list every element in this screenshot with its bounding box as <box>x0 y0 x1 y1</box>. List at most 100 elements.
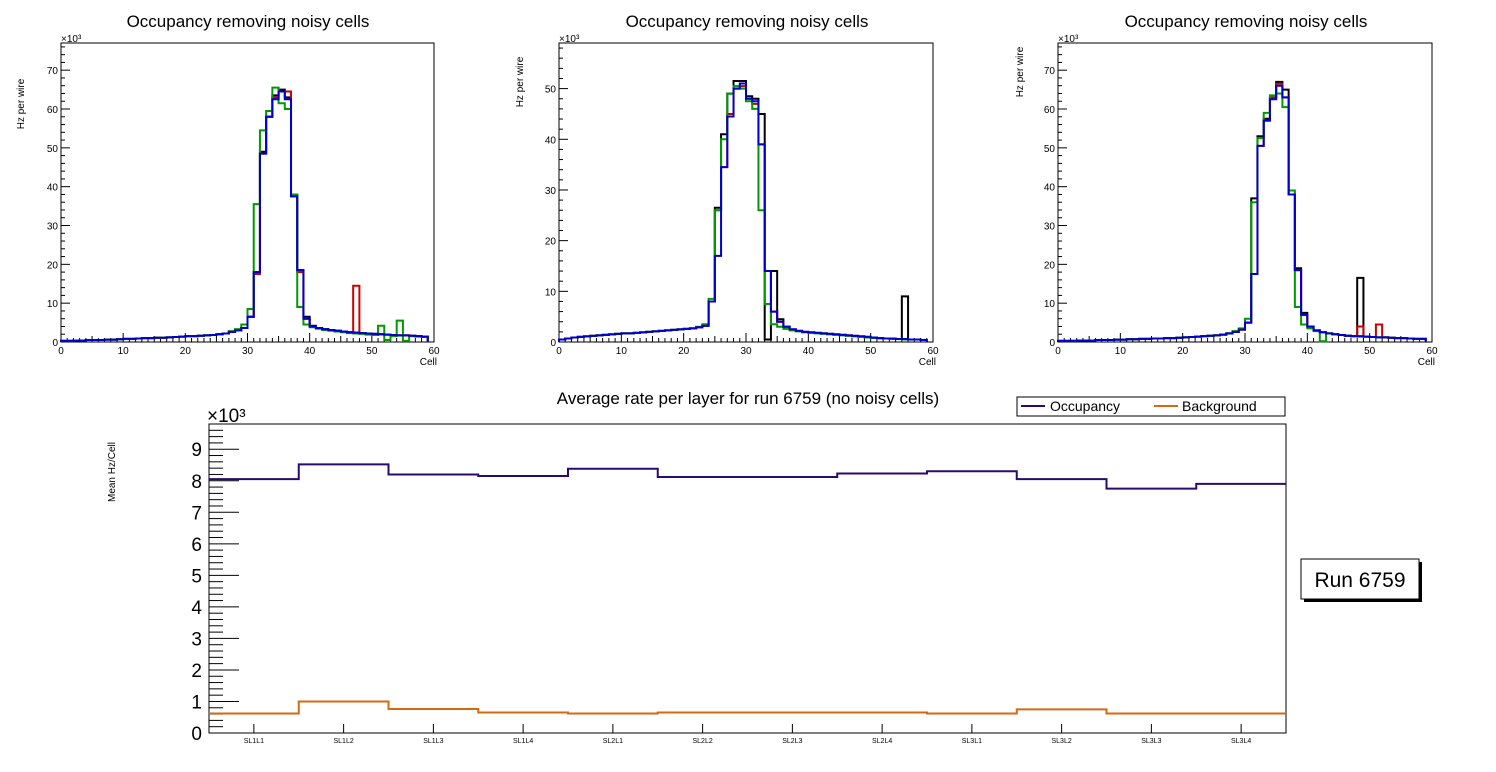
histogram-panel-1: Occupancy removing noisy cells Hz per wi… <box>16 12 440 368</box>
legend-label-background: Background <box>1182 398 1257 414</box>
histogram-series <box>60 86 429 342</box>
y-axis-label: Mean Hz/Cell <box>107 442 118 502</box>
x-tick-label: 10 <box>616 346 628 357</box>
x-tick-label: SL3L2 <box>1052 738 1072 745</box>
series-background <box>209 700 1286 715</box>
x-tick-label: 0 <box>556 346 562 357</box>
y-tick-label: 6 <box>191 535 202 556</box>
y-tick-label: 9 <box>191 440 202 461</box>
y-tick-label: 40 <box>1044 183 1056 194</box>
y-tick-label: 20 <box>1044 260 1056 271</box>
x-tick-label: 20 <box>180 346 192 357</box>
series-black <box>60 88 429 342</box>
series-occupancy <box>209 463 1286 490</box>
y-tick-label: 5 <box>191 566 202 587</box>
series-green <box>1057 92 1427 343</box>
series-blue <box>1057 84 1427 342</box>
x-tick-label: SL1L4 <box>513 738 533 745</box>
x-tick-label: SL2L2 <box>693 738 713 745</box>
series-red <box>60 90 429 342</box>
x-tick-label: 50 <box>865 346 877 357</box>
x-tick-label: 40 <box>304 346 316 357</box>
average-rate-panel: Average rate per layer for run 6759 (no … <box>107 389 1287 745</box>
run-label-box: Run 6759 <box>1300 558 1422 602</box>
y-tick-label: 50 <box>545 85 557 96</box>
chart-title: Average rate per layer for run 6759 (no … <box>557 389 939 408</box>
x-tick-label: SL2L3 <box>782 738 802 745</box>
x-tick-label: SL2L1 <box>603 738 623 745</box>
legend-label-occupancy: Occupancy <box>1050 398 1120 414</box>
x-tick-label: 60 <box>927 346 939 357</box>
series-green <box>558 85 928 342</box>
x-tick-label: 20 <box>678 346 690 357</box>
series-red <box>1057 82 1427 342</box>
series-blue <box>558 82 928 342</box>
rate-series <box>209 463 1286 715</box>
y-tick-label: 30 <box>47 222 59 233</box>
y-tick-label: 10 <box>545 287 557 298</box>
chart-title: Occupancy removing noisy cells <box>626 12 869 31</box>
x-tick-label: 10 <box>1115 346 1127 357</box>
x-tick-label: SL3L1 <box>962 738 982 745</box>
y-tick-label: 30 <box>1044 222 1056 233</box>
y-tick-label: 40 <box>545 135 557 146</box>
x-tick-label: 40 <box>1302 346 1314 357</box>
y-tick-label: 8 <box>191 472 202 493</box>
y-tick-label: 0 <box>550 338 556 349</box>
y-tick-label: 3 <box>191 629 202 650</box>
histogram-series <box>1057 80 1427 343</box>
y-tick-label: 20 <box>47 260 59 271</box>
x-tick-label: 30 <box>1239 346 1251 357</box>
y-axis-label: Hz per wire <box>1015 46 1026 97</box>
legend-box <box>1016 396 1286 417</box>
y-tick-label: 7 <box>191 503 202 524</box>
x-tick-label: 50 <box>366 346 378 357</box>
axis-ticks: 0 10 20 30 40 50 60 0 10 20 30 40 50 60 70 <box>47 46 440 357</box>
x-tick-label: 10 <box>118 346 130 357</box>
x-tick-label: 30 <box>740 346 752 357</box>
series-blue <box>60 90 429 342</box>
y-tick-label: 10 <box>47 299 59 310</box>
y-tick-label: 40 <box>47 183 59 194</box>
series-green <box>60 86 429 342</box>
x-tick-label: SL3L3 <box>1141 738 1161 745</box>
x-tick-label: SL1L1 <box>244 738 264 745</box>
histogram-panel-3: Occupancy removing noisy cells Hz per wi… <box>1015 12 1438 368</box>
plot-frame <box>208 423 1287 734</box>
chart-title: Occupancy removing noisy cells <box>1125 12 1368 31</box>
y-tick-label: 4 <box>191 598 202 619</box>
y-axis-label: Hz per wire <box>515 56 526 107</box>
y-exponent: ×10³ <box>1058 34 1079 45</box>
x-axis-label: Cell <box>1418 357 1435 368</box>
y-tick-label: 10 <box>1044 299 1056 310</box>
series-black <box>558 80 928 342</box>
y-tick-label: 70 <box>47 66 59 77</box>
y-tick-label: 30 <box>545 186 557 197</box>
y-tick-label: 20 <box>545 237 557 248</box>
x-axis-label: Cell <box>919 357 936 368</box>
x-tick-label: 60 <box>428 346 440 357</box>
y-tick-label: 2 <box>191 661 202 682</box>
y-tick-label: 50 <box>47 144 59 155</box>
y-tick-label: 50 <box>1044 144 1056 155</box>
x-tick-label: 0 <box>1055 346 1061 357</box>
run-label-frame <box>1300 558 1420 600</box>
x-tick-label: 40 <box>803 346 815 357</box>
y-tick-label: 1 <box>191 692 202 713</box>
series-red <box>558 85 928 342</box>
axis-ticks: 0 1 2 3 4 5 6 7 8 9 SL1L1 SL1L2 SL1L3 SL1L4 SL2L1 SL2L2… <box>191 423 1251 745</box>
chart-title: Occupancy removing noisy cells <box>127 12 370 31</box>
histogram-panel-2: Occupancy removing noisy cells Hz per wi… <box>515 12 939 368</box>
y-exponent: ×10³ <box>207 406 246 427</box>
y-exponent: ×10³ <box>61 34 82 45</box>
y-exponent: ×10³ <box>559 34 580 45</box>
plot-frame <box>60 42 435 343</box>
axis-ticks: 0 10 20 30 40 50 60 0 10 20 30 40 50 60 70 <box>1044 46 1438 357</box>
x-tick-label: 30 <box>242 346 254 357</box>
y-tick-label: 60 <box>47 105 59 116</box>
y-tick-label: 0 <box>52 338 58 349</box>
x-axis-label: Cell <box>420 357 437 368</box>
run-label: Run 6759 <box>1314 569 1405 592</box>
x-tick-label: 60 <box>1426 346 1438 357</box>
